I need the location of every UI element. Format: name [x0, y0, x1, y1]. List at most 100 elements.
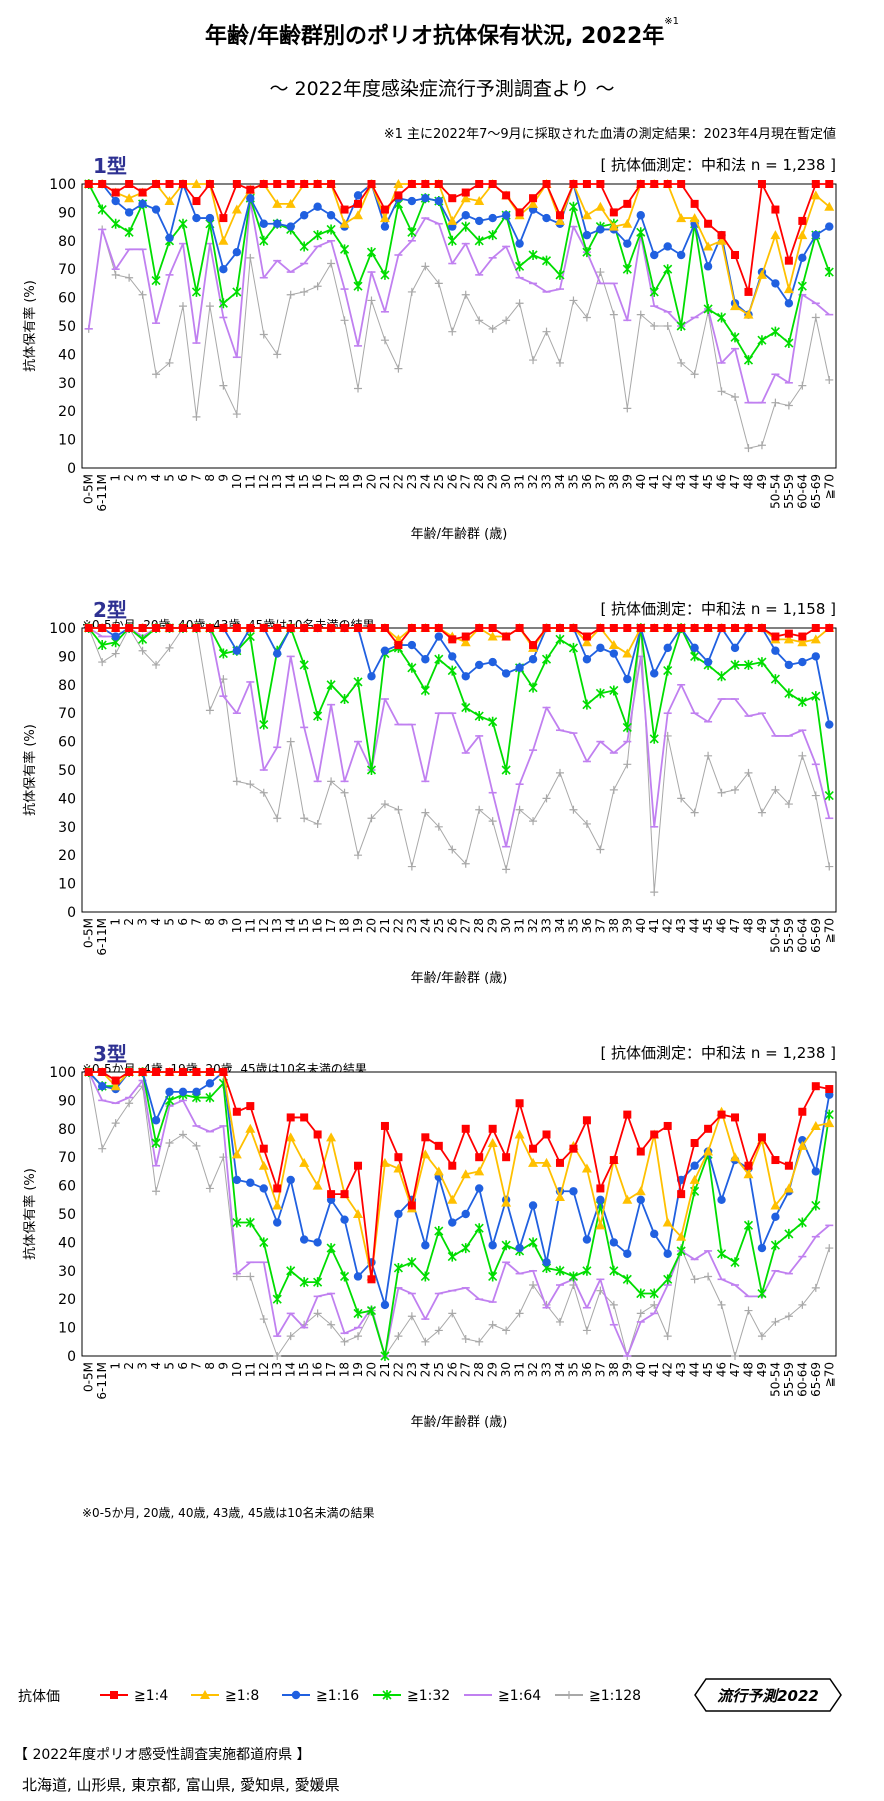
x-tick-label: 24: [418, 918, 432, 933]
y-tick-label: 60: [58, 1179, 76, 1195]
x-tick-label: 30: [499, 1362, 513, 1377]
x-tick-label: 65-69: [809, 1362, 823, 1397]
legend-item-label: ≧1:4: [134, 1688, 168, 1704]
data-point: [488, 1124, 497, 1133]
data-point: [784, 299, 794, 308]
x-tick-label: 20: [364, 474, 378, 489]
data-point: [609, 208, 618, 217]
x-tick-label: 55-59: [782, 474, 796, 509]
y-tick-label: 90: [58, 1093, 76, 1109]
data-point: [770, 1240, 780, 1251]
x-tick-label: 31: [513, 918, 527, 933]
data-point: [825, 375, 834, 384]
x-tick-label: 41: [647, 918, 661, 933]
data-point: [596, 268, 605, 277]
legend-item: ≧1:16: [282, 1688, 359, 1704]
data-point: [219, 1068, 228, 1076]
data-point: [475, 316, 484, 325]
data-point: [474, 235, 484, 246]
x-tick-label: 45: [701, 918, 715, 933]
data-point: [460, 193, 471, 203]
data-point: [825, 624, 834, 632]
data-point: [394, 641, 403, 650]
y-tick-label: 80: [58, 234, 76, 250]
data-point: [730, 301, 741, 311]
y-tick-label: 60: [58, 735, 76, 751]
x-tick-label: 33: [540, 1362, 554, 1377]
x-tick-label: 23: [405, 474, 419, 489]
data-point: [340, 1215, 349, 1224]
x-tick-label: 18: [338, 918, 352, 933]
data-point: [219, 214, 228, 223]
x-tick-label: 34: [553, 918, 567, 933]
x-tick-label: 35: [566, 1362, 580, 1377]
data-point: [771, 279, 780, 288]
data-point: [501, 1197, 512, 1207]
data-point: [420, 685, 430, 696]
x-tick-label: 1: [109, 1362, 123, 1370]
x-tick-label: ≧70: [822, 918, 836, 943]
series-line: [88, 183, 830, 316]
x-tick-label: 55-59: [782, 1362, 796, 1397]
data-point: [110, 1081, 121, 1091]
data-point: [502, 1326, 511, 1335]
x-tick-label: 60-64: [795, 474, 809, 509]
data-point: [515, 1309, 524, 1318]
data-point: [259, 788, 268, 797]
y-tick-label: 30: [58, 1264, 76, 1280]
data-point: [542, 794, 551, 803]
data-point: [582, 247, 592, 258]
data-point: [407, 227, 417, 238]
data-point: [650, 1300, 659, 1309]
data-point: [797, 230, 808, 240]
data-point: [192, 1141, 201, 1150]
x-tick-label: 6-11M: [95, 918, 109, 956]
x-tick-label: 21: [378, 1362, 392, 1377]
data-point: [245, 1217, 255, 1228]
data-point: [515, 805, 524, 814]
x-tick-label: 13: [270, 1362, 284, 1377]
data-point: [219, 265, 228, 274]
x-tick-label: 15: [297, 474, 311, 489]
data-point: [286, 290, 295, 299]
x-tick-label: 42: [661, 474, 675, 489]
x-tick-label: 6: [176, 474, 190, 482]
data-point: [771, 398, 780, 407]
data-point: [757, 1243, 767, 1253]
data-point: [366, 1305, 377, 1316]
x-tick-label: 3: [136, 1362, 150, 1370]
x-tick-label: 44: [688, 918, 702, 933]
data-point: [205, 1092, 215, 1103]
x-tick-label: 0-5M: [82, 1362, 96, 1392]
data-point: [111, 624, 120, 632]
data-point: [811, 691, 821, 702]
data-point: [677, 624, 686, 632]
data-point: [650, 1229, 659, 1239]
data-point: [582, 230, 592, 240]
data-point: [663, 665, 673, 676]
data-point: [555, 1265, 565, 1276]
x-tick-label: 17: [324, 918, 338, 933]
data-point: [246, 185, 255, 194]
x-tick-label: 49: [755, 1362, 769, 1377]
data-point: [313, 1277, 323, 1288]
data-point: [798, 381, 807, 390]
legend-label: 抗体価: [18, 1689, 60, 1705]
data-point: [784, 401, 793, 410]
data-point: [367, 1275, 376, 1284]
brand-badge-frame: [694, 1678, 842, 1712]
data-point: [138, 634, 148, 645]
data-point: [84, 1068, 93, 1076]
data-point: [757, 1288, 767, 1299]
data-point: [555, 211, 564, 220]
data-point: [111, 649, 120, 658]
x-tick-label: 20: [364, 918, 378, 933]
data-point: [299, 1235, 309, 1244]
x-tick-label: 11: [243, 918, 257, 933]
x-tick-label: 55-59: [782, 918, 796, 953]
x-tick-label: 33: [540, 474, 554, 489]
data-point: [475, 805, 484, 814]
data-point: [258, 1160, 269, 1170]
x-tick-label: 17: [324, 474, 338, 489]
data-point: [649, 1288, 659, 1299]
